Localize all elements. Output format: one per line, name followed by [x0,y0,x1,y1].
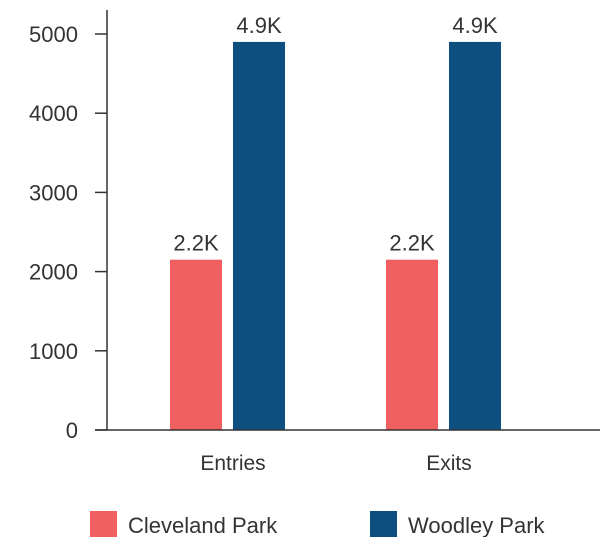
x-tick-label: Exits [426,452,472,475]
data-label: 4.9K [236,13,282,38]
legend: Cleveland Park Woodley Park [90,511,546,537]
legend-label: Cleveland Park [128,513,278,537]
bar-woodley-park-exits [449,41,501,431]
legend-item: Woodley Park [370,511,546,537]
bar-cleveland-park-exits [386,259,438,430]
y-tick-label: 4000 [29,101,78,126]
x-tick-label: Entries [200,452,265,475]
data-labels: 2.2K 4.9K 2.2K 4.9K [173,13,498,256]
x-axis-labels: Entries Exits [200,452,471,475]
legend-swatch [90,511,117,537]
y-tick-label: 2000 [29,260,78,285]
bars [170,41,501,431]
data-label: 2.2K [389,231,435,256]
y-tick-label: 3000 [29,180,78,205]
y-tick-label: 1000 [29,339,78,364]
bar-woodley-park-entries [233,41,285,431]
legend-label: Woodley Park [408,513,546,537]
y-tick-label: 5000 [29,22,78,47]
data-label: 4.9K [452,13,498,38]
bar-cleveland-park-entries [170,259,222,430]
y-tick-label: 0 [66,418,78,443]
data-label: 2.2K [173,231,219,256]
legend-item: Cleveland Park [90,511,278,537]
legend-swatch [370,511,397,537]
y-axis: 0 1000 2000 3000 4000 5000 [29,22,107,443]
